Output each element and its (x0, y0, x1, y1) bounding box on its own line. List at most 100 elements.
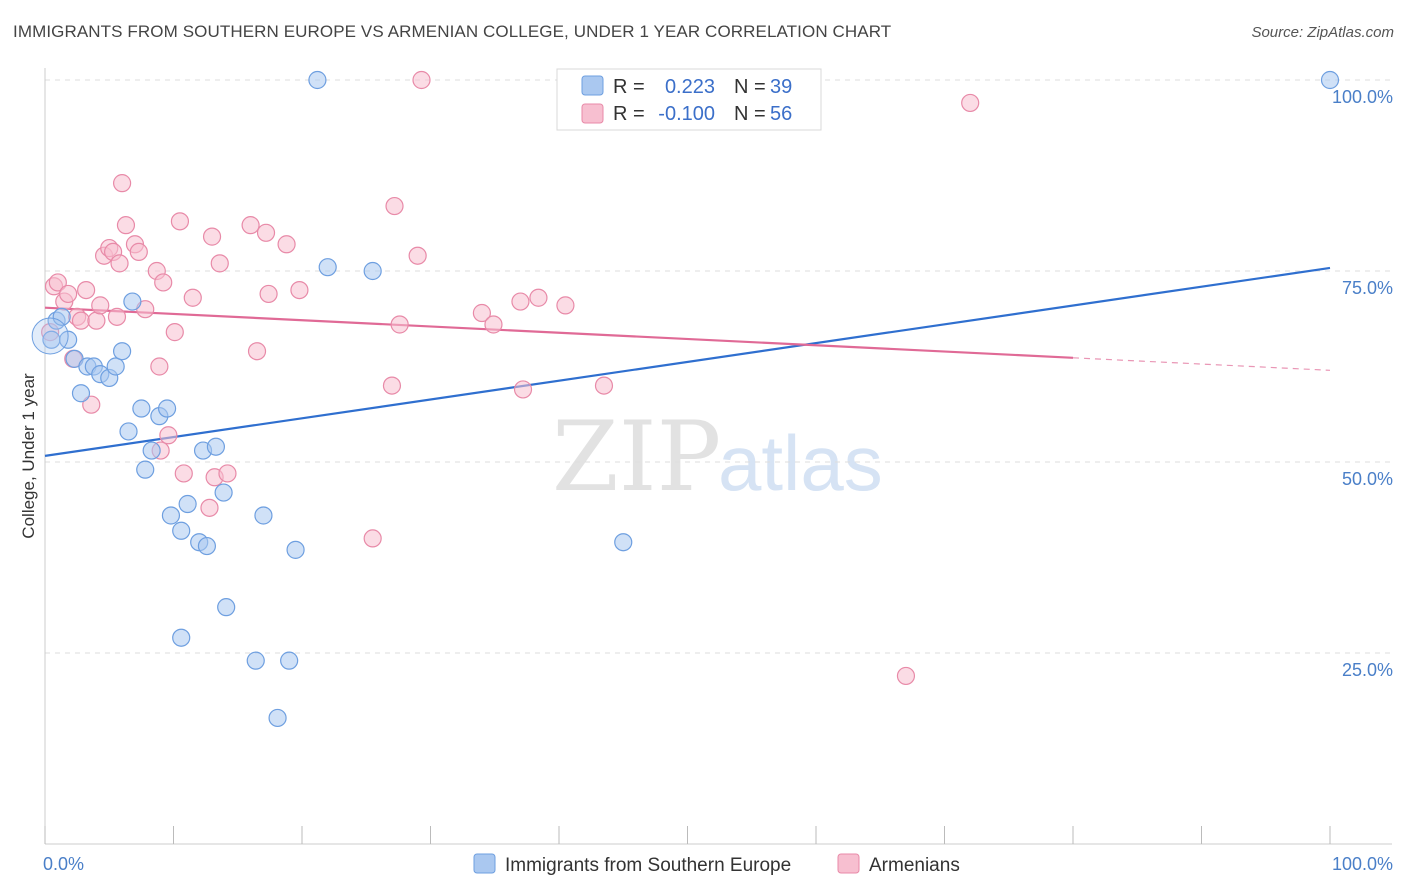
point-armenians (513, 380, 533, 399)
data-points (31, 70, 1340, 728)
point-armenians (511, 292, 530, 311)
point-armenians (556, 296, 575, 315)
point-armenians (218, 464, 237, 483)
point-armenians (116, 216, 136, 235)
y-tick-label: 75.0% (1342, 278, 1393, 298)
point-armenians (484, 315, 503, 334)
point-southern-europe (157, 399, 177, 418)
point-southern-europe (246, 651, 265, 670)
point-armenians (91, 296, 110, 315)
legend-swatch-blue (581, 75, 604, 96)
axes (44, 68, 1392, 845)
legend-r-value: 0.223 (665, 76, 715, 98)
source-label: Source: ZipAtlas.com (1251, 24, 1394, 41)
point-armenians (241, 216, 260, 235)
point-southern-europe (106, 357, 125, 376)
series-legend-swatch-blue[interactable] (473, 853, 496, 874)
point-armenians (247, 342, 267, 361)
series-legend-swatch-pink[interactable] (837, 853, 860, 874)
point-armenians (896, 666, 916, 686)
point-armenians (363, 529, 382, 548)
point-southern-europe (161, 506, 181, 525)
point-cluster (31, 317, 69, 355)
point-southern-europe (142, 441, 161, 460)
point-armenians (210, 254, 229, 273)
legend-n-label: N = (734, 103, 766, 125)
trend-line-extension (1072, 357, 1331, 371)
point-southern-europe (363, 261, 382, 281)
gridlines (45, 79, 1392, 654)
point-armenians (165, 323, 184, 342)
point-armenians (390, 315, 409, 334)
y-axis-label: College, Under 1 year (19, 373, 38, 539)
point-armenians (48, 273, 67, 292)
watermark-atlas: atlas (718, 419, 883, 507)
legend-n-label: N = (734, 76, 766, 98)
point-armenians (277, 235, 296, 254)
x-tick-labels: 0.0% 100.0% (43, 854, 1393, 874)
point-southern-europe (71, 384, 91, 403)
point-armenians (200, 498, 219, 517)
point-southern-europe (268, 708, 287, 728)
point-armenians (110, 254, 129, 273)
point-armenians (594, 376, 614, 395)
point-armenians (256, 223, 276, 242)
point-southern-europe (318, 258, 337, 277)
point-southern-europe (172, 628, 191, 647)
legend-r-label: R = (613, 103, 645, 125)
legend-n-value: 56 (770, 103, 792, 125)
point-armenians (129, 242, 148, 261)
watermark-zip: ZIP (552, 401, 721, 513)
point-armenians (183, 288, 202, 307)
point-armenians (170, 212, 190, 231)
point-armenians (59, 284, 78, 304)
point-armenians (385, 196, 404, 216)
point-armenians (382, 376, 402, 395)
chart-title: IMMIGRANTS FROM SOUTHERN EUROPE VS ARMEN… (13, 22, 892, 41)
point-armenians (290, 281, 309, 300)
point-armenians (87, 311, 106, 330)
point-armenians (82, 395, 101, 414)
point-armenians (174, 464, 193, 483)
point-southern-europe (254, 506, 273, 525)
point-armenians (112, 174, 132, 193)
point-southern-europe (52, 307, 71, 326)
series-legend-label-pink[interactable]: Armenians (869, 855, 960, 876)
trend-line-southern-europe (44, 266, 1331, 457)
point-southern-europe (217, 598, 236, 617)
trend-line-armenians (44, 306, 1074, 359)
y-tick-label: 100.0% (1332, 87, 1393, 107)
point-armenians (150, 357, 169, 376)
point-southern-europe (614, 533, 633, 552)
legend-r-value: -0.100 (658, 103, 715, 125)
point-armenians (961, 93, 980, 113)
point-armenians (154, 273, 173, 292)
point-southern-europe (178, 494, 197, 514)
point-armenians (202, 227, 222, 246)
legend-swatch-pink (581, 103, 604, 124)
point-armenians (107, 307, 127, 326)
point-armenians (408, 246, 427, 265)
point-armenians (71, 311, 91, 330)
point-southern-europe (197, 536, 217, 556)
point-armenians (77, 281, 96, 300)
y-tick-labels: 100.0% 75.0% 50.0% 25.0% (1332, 87, 1393, 680)
point-armenians (412, 70, 431, 90)
point-southern-europe (132, 399, 151, 418)
y-tick-label: 50.0% (1342, 469, 1393, 489)
x-tick-label: 100.0% (1332, 854, 1393, 874)
point-armenians (259, 284, 278, 304)
y-tick-label: 25.0% (1342, 660, 1393, 680)
stats-legend: R = 0.223 N = 39 R = -0.100 N = 56 (556, 68, 822, 131)
point-armenians (472, 303, 491, 323)
point-armenians (159, 426, 178, 445)
x-tick-label: 0.0% (43, 854, 84, 874)
point-southern-europe (308, 70, 327, 90)
point-southern-europe (136, 460, 155, 479)
point-armenians (529, 288, 548, 307)
point-southern-europe (286, 540, 305, 559)
point-southern-europe (112, 342, 132, 361)
series-legend-label-blue[interactable]: Immigrants from Southern Europe (505, 855, 791, 876)
legend-n-value: 39 (770, 76, 792, 98)
